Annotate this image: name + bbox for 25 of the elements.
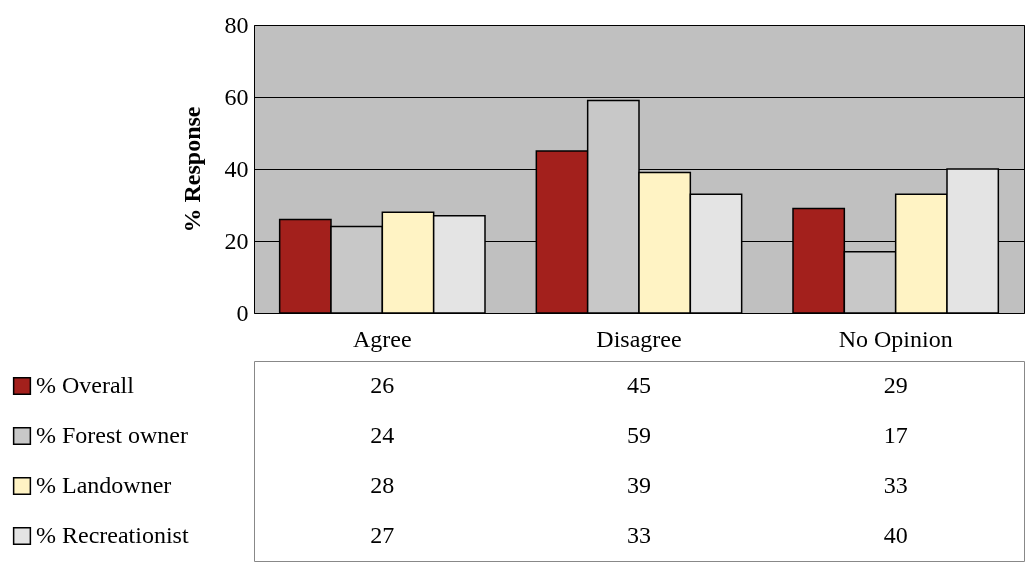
- x-tick-label: Agree: [353, 325, 412, 352]
- data-label: 27: [370, 522, 395, 548]
- data-label: 24: [370, 422, 395, 448]
- x-tick-label: Disagree: [596, 325, 682, 352]
- data-label: 17: [883, 422, 908, 448]
- y-axis-title: % Response: [178, 106, 205, 233]
- data-label: 26: [370, 372, 395, 398]
- legend-label: % Recreationist: [36, 522, 189, 548]
- legend-label: % Landowner: [36, 472, 172, 498]
- y-tick-label: 40: [224, 155, 249, 182]
- data-label: 28: [370, 472, 395, 498]
- legend-label: % Forest owner: [36, 422, 188, 448]
- data-label: 29: [883, 372, 908, 398]
- data-label: 45: [627, 372, 651, 398]
- y-tick-label: 80: [224, 11, 249, 38]
- y-tick-label: 20: [224, 227, 249, 254]
- data-label: 33: [883, 472, 908, 498]
- data-label: 59: [627, 422, 651, 448]
- data-label: 40: [883, 522, 908, 548]
- legend-label: % Overall: [36, 372, 135, 398]
- y-tick-label: 60: [224, 83, 249, 110]
- data-label: 39: [627, 472, 651, 498]
- data-label: 33: [627, 522, 651, 548]
- x-tick-label: No Opinion: [838, 325, 953, 352]
- y-tick-label: 0: [236, 299, 249, 326]
